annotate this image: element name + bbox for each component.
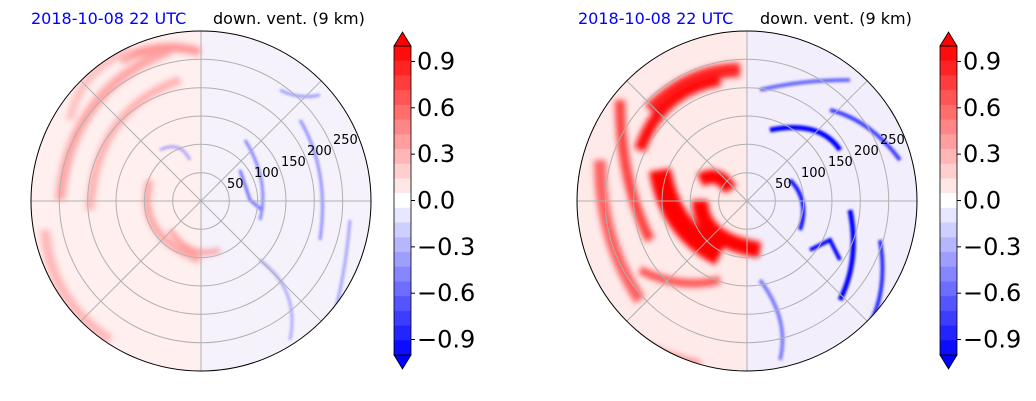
radial-tick: 250 bbox=[333, 133, 358, 148]
radial-tick: 100 bbox=[801, 166, 826, 181]
colorbar-extend-max bbox=[939, 31, 958, 47]
colorbar-tick-label: 0.3 bbox=[963, 140, 1001, 168]
polar-grid-left bbox=[31, 31, 371, 371]
colorbar-tick-label: −0.6 bbox=[963, 279, 1021, 307]
colorbar-tick-label: −0.9 bbox=[963, 326, 1021, 354]
radial-labels-left: 50 100 150 200 250 bbox=[227, 133, 358, 192]
colorbar-level bbox=[394, 119, 411, 135]
colorbar-level bbox=[394, 193, 411, 209]
colorbar-level bbox=[394, 134, 411, 150]
colorbar-level bbox=[940, 237, 957, 253]
panel-left-date: 2018-10-08 22 UTC bbox=[31, 9, 186, 28]
colorbar-tick-label: 0.6 bbox=[417, 94, 455, 122]
colorbar-level bbox=[394, 60, 411, 76]
colorbar-level bbox=[394, 340, 411, 356]
colorbar-level bbox=[940, 163, 957, 179]
colorbar-left: 0.9 0.6 0.3 0.0 −0.3 −0.6 −0.9 bbox=[393, 31, 475, 370]
colorbar-tick-label: 0.3 bbox=[417, 140, 455, 168]
colorbar-level bbox=[940, 296, 957, 312]
colorbar-level bbox=[394, 266, 411, 282]
colorbar-level bbox=[940, 281, 957, 297]
panel-right: 2018-10-08 22 UTC down. vent. (9 km) bbox=[576, 9, 1021, 372]
colorbar-tick-label: 0.9 bbox=[417, 47, 455, 75]
colorbar-level bbox=[940, 340, 957, 356]
colorbar-level bbox=[394, 104, 411, 120]
radial-tick: 200 bbox=[854, 144, 879, 159]
colorbar-level bbox=[394, 310, 411, 326]
panel-left: 2018-10-08 22 UTC down. vent. (9 km) bbox=[30, 9, 475, 372]
colorbar-level bbox=[940, 222, 957, 238]
colorbar-level bbox=[940, 149, 957, 165]
radial-tick: 50 bbox=[227, 177, 244, 192]
colorbar-level bbox=[394, 237, 411, 253]
polar-frame-right bbox=[576, 30, 918, 372]
colorbar-level bbox=[394, 178, 411, 194]
radial-tick: 250 bbox=[880, 133, 905, 148]
colorbar-level bbox=[394, 296, 411, 312]
colorbar-tick-label: 0.6 bbox=[963, 94, 1001, 122]
colorbar-level bbox=[940, 75, 957, 91]
colorbar-level bbox=[940, 178, 957, 194]
colorbar-extend-max bbox=[393, 31, 412, 47]
colorbar-tick-label: −0.6 bbox=[417, 279, 475, 307]
radial-labels-right: 50 100 150 200 250 bbox=[775, 133, 905, 192]
colorbar-level bbox=[394, 163, 411, 179]
colorbar-level bbox=[940, 325, 957, 341]
colorbar-level bbox=[940, 90, 957, 106]
radial-tick: 50 bbox=[775, 177, 792, 192]
polar-grid-right bbox=[577, 31, 917, 371]
colorbar-level bbox=[394, 149, 411, 165]
polar-frame-left bbox=[30, 30, 372, 372]
colorbar-tick-label: 0.9 bbox=[963, 47, 1001, 75]
colorbar-extend-min bbox=[393, 354, 412, 370]
colorbar-level bbox=[394, 222, 411, 238]
colorbar-level bbox=[940, 46, 957, 62]
colorbar-right: 0.9 0.6 0.3 0.0 −0.3 −0.6 −0.9 bbox=[939, 31, 1021, 370]
colorbar-level bbox=[394, 90, 411, 106]
colorbar-level bbox=[394, 281, 411, 297]
colorbar-tick-label: 0.0 bbox=[963, 187, 1001, 215]
panel-right-title: down. vent. (9 km) bbox=[760, 9, 912, 28]
panel-left-title: down. vent. (9 km) bbox=[213, 9, 365, 28]
colorbar-level bbox=[940, 60, 957, 76]
colorbar-level bbox=[940, 252, 957, 268]
colorbar-level bbox=[940, 119, 957, 135]
colorbar-level bbox=[940, 207, 957, 223]
colorbar-tick-label: −0.3 bbox=[417, 233, 475, 261]
radial-tick: 150 bbox=[281, 155, 306, 170]
colorbar-level bbox=[394, 46, 411, 62]
colorbar-level bbox=[394, 75, 411, 91]
colorbar-level bbox=[940, 104, 957, 120]
colorbar-level bbox=[940, 266, 957, 282]
colorbar-level bbox=[394, 252, 411, 268]
colorbar-extend-min bbox=[939, 354, 958, 370]
colorbar-level bbox=[940, 310, 957, 326]
radial-tick: 150 bbox=[828, 155, 853, 170]
panel-right-date: 2018-10-08 22 UTC bbox=[578, 9, 733, 28]
colorbar-tick-label: −0.9 bbox=[417, 326, 475, 354]
radial-tick: 200 bbox=[307, 144, 332, 159]
colorbar-level bbox=[940, 134, 957, 150]
colorbar-level bbox=[940, 193, 957, 209]
colorbar-tick-label: 0.0 bbox=[417, 187, 455, 215]
radial-tick: 100 bbox=[254, 166, 279, 181]
colorbar-level bbox=[394, 325, 411, 341]
colorbar-tick-label: −0.3 bbox=[963, 233, 1021, 261]
colorbar-level bbox=[394, 207, 411, 223]
